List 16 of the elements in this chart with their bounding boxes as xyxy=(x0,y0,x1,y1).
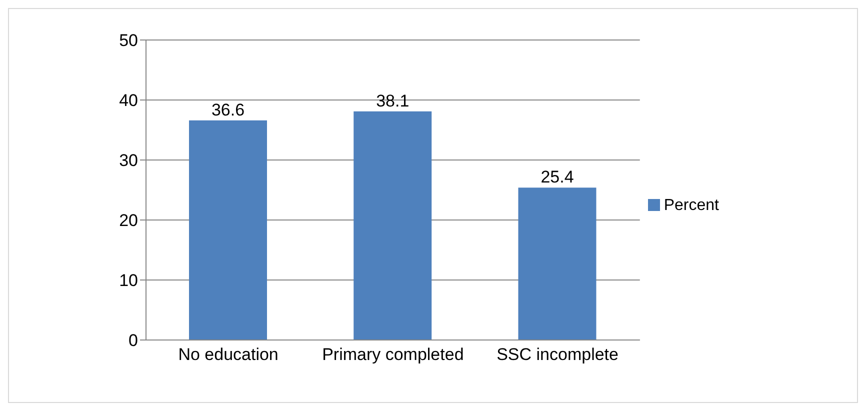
y-tick-label: 30 xyxy=(119,151,138,170)
y-tick-label: 20 xyxy=(119,211,138,230)
bar xyxy=(518,188,596,340)
y-tick-label: 10 xyxy=(119,271,138,290)
y-tick-label: 50 xyxy=(119,31,138,50)
data-label: 36.6 xyxy=(211,100,245,120)
y-tick-label: 0 xyxy=(128,331,138,350)
x-tick-label: No education xyxy=(178,345,278,364)
y-tick-label: 40 xyxy=(119,91,138,110)
bar xyxy=(189,120,267,340)
bar xyxy=(354,111,432,340)
x-tick-label: Primary completed xyxy=(322,345,464,364)
legend-label: Percent xyxy=(664,196,719,214)
data-label: 38.1 xyxy=(376,91,410,110)
x-tick-label: SSC incomplete xyxy=(496,345,618,364)
data-label: 25.4 xyxy=(540,168,574,187)
